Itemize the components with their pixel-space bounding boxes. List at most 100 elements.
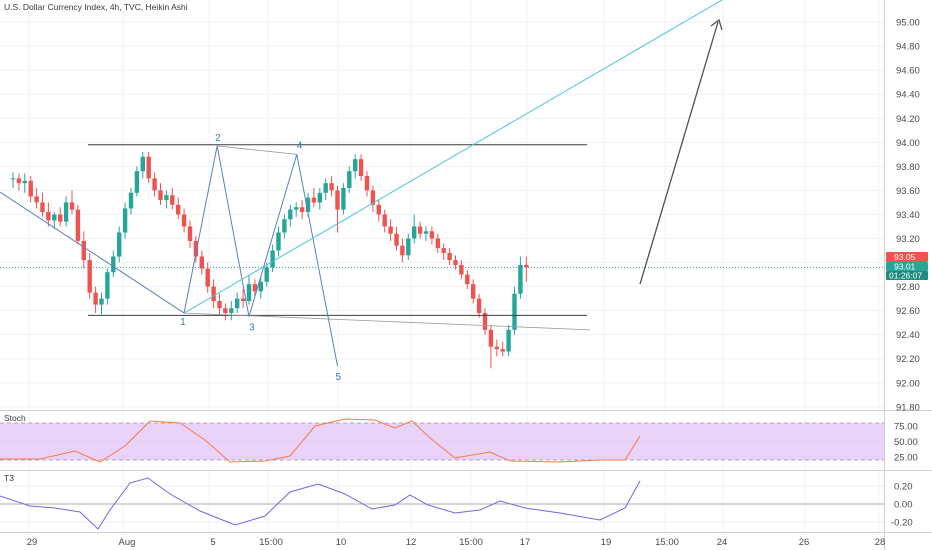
candle-body [199, 256, 204, 269]
time-tick-label: Aug [119, 537, 136, 548]
main-grid [0, 0, 884, 532]
time-tick-label: 10 [336, 537, 347, 548]
candle-body [10, 178, 16, 180]
t3-tick-label: 0.00 [894, 500, 913, 511]
wave-zigzag [0, 145, 338, 367]
time-tick-label: 15:00 [459, 537, 483, 548]
candle-body [406, 238, 411, 256]
price-tick-label: 94.80 [896, 42, 920, 53]
price-tick-label: 93.60 [896, 186, 920, 197]
t3-pane-label: T3 [4, 473, 14, 483]
candle-body [323, 183, 328, 193]
price-tick-label: 92.80 [896, 282, 920, 293]
candle-body [500, 349, 505, 352]
countdown-text: 01:26:07 [889, 271, 922, 281]
candle-body [181, 214, 187, 227]
time-tick-label: 28 [875, 537, 886, 548]
candle-body [46, 212, 51, 221]
time-axis[interactable]: 29 Aug 5 15:00 10 12 15:00 17 19 15:00 24 26 28 [27, 537, 886, 548]
candle-body [447, 252, 452, 261]
stoch-tick-label: 50.00 [894, 437, 918, 448]
candle-body [117, 232, 122, 257]
candle-body [423, 231, 429, 234]
wave-channel-lower [184, 312, 591, 331]
candle-body [353, 159, 358, 172]
candle-body [512, 293, 517, 330]
candle-body [435, 238, 440, 249]
candle-body [388, 226, 393, 234]
candle-body [105, 272, 110, 299]
candle-body [412, 226, 417, 239]
price-tick-label: 95.00 [896, 18, 920, 29]
candle-body [305, 197, 311, 213]
candle-body [176, 204, 181, 215]
candle-body [34, 196, 39, 203]
candle-body [400, 245, 405, 256]
drawings-group[interactable]: 1 2 3 4 5 [0, 0, 723, 383]
projection-arrow-shaft [639, 21, 719, 285]
candle-body [140, 156, 145, 172]
candle-body [75, 209, 81, 241]
candle-body [152, 178, 157, 191]
price-tick-label: 92.20 [896, 354, 920, 365]
price-tick-label: 92.40 [896, 330, 920, 341]
candle-body [358, 159, 364, 176]
trend-line [183, 0, 723, 314]
candle-body [28, 180, 33, 197]
wave-label-4: 4 [297, 140, 303, 151]
candle-body [382, 214, 387, 227]
candle-body [217, 301, 222, 309]
candle-body [476, 298, 482, 314]
time-tick-label: 15:00 [655, 537, 679, 548]
candle-body [205, 268, 210, 287]
candle-body [270, 250, 275, 268]
candle-body [494, 346, 499, 350]
candle-body [364, 175, 370, 191]
stoch-pane-label: Stoch [4, 413, 26, 423]
price-tick-label: 91.80 [896, 402, 920, 413]
candle-body [329, 183, 334, 191]
candle-body [58, 214, 63, 222]
candle-body [453, 260, 458, 265]
candle-body [235, 298, 240, 309]
time-tick-label: 5 [210, 537, 215, 548]
candle-body [164, 195, 169, 201]
candle-body [288, 209, 293, 220]
stoch-line [0, 418, 641, 463]
candle-body [459, 264, 464, 275]
candle-body [506, 329, 511, 352]
candle-body [258, 281, 263, 292]
candle-body [63, 202, 69, 222]
candle-body [341, 188, 346, 210]
time-tick-label: 19 [601, 537, 612, 548]
candle-body [264, 267, 269, 282]
t3-tick-label: 0.20 [894, 482, 913, 493]
last-price-text: 93.01 [894, 262, 916, 272]
last-price-badge [886, 262, 928, 271]
candle-body [81, 240, 86, 261]
wave-label-2: 2 [215, 133, 221, 144]
candle-body [211, 286, 216, 302]
wave-label-3: 3 [249, 323, 255, 334]
candle-body [128, 192, 134, 209]
candle-body [223, 308, 228, 314]
candle-body [317, 192, 322, 203]
candle-body [376, 204, 381, 215]
price-tick-label: 94.60 [896, 66, 920, 77]
t3-tick-label: -0.20 [891, 518, 913, 529]
candle-body [299, 207, 305, 213]
candle-body [229, 308, 234, 314]
candle-body [524, 264, 529, 268]
candle-body [93, 292, 98, 305]
high-price-badge [886, 252, 928, 262]
candle-body [99, 298, 104, 305]
candle-body [347, 171, 352, 189]
candle-body [40, 202, 45, 213]
price-tick-label: 92.00 [896, 378, 920, 389]
candle-body [429, 231, 435, 239]
candle-body [16, 178, 22, 184]
projection-arrow-head [710, 18, 723, 31]
candle-body [187, 226, 193, 241]
candle-body [394, 233, 399, 246]
